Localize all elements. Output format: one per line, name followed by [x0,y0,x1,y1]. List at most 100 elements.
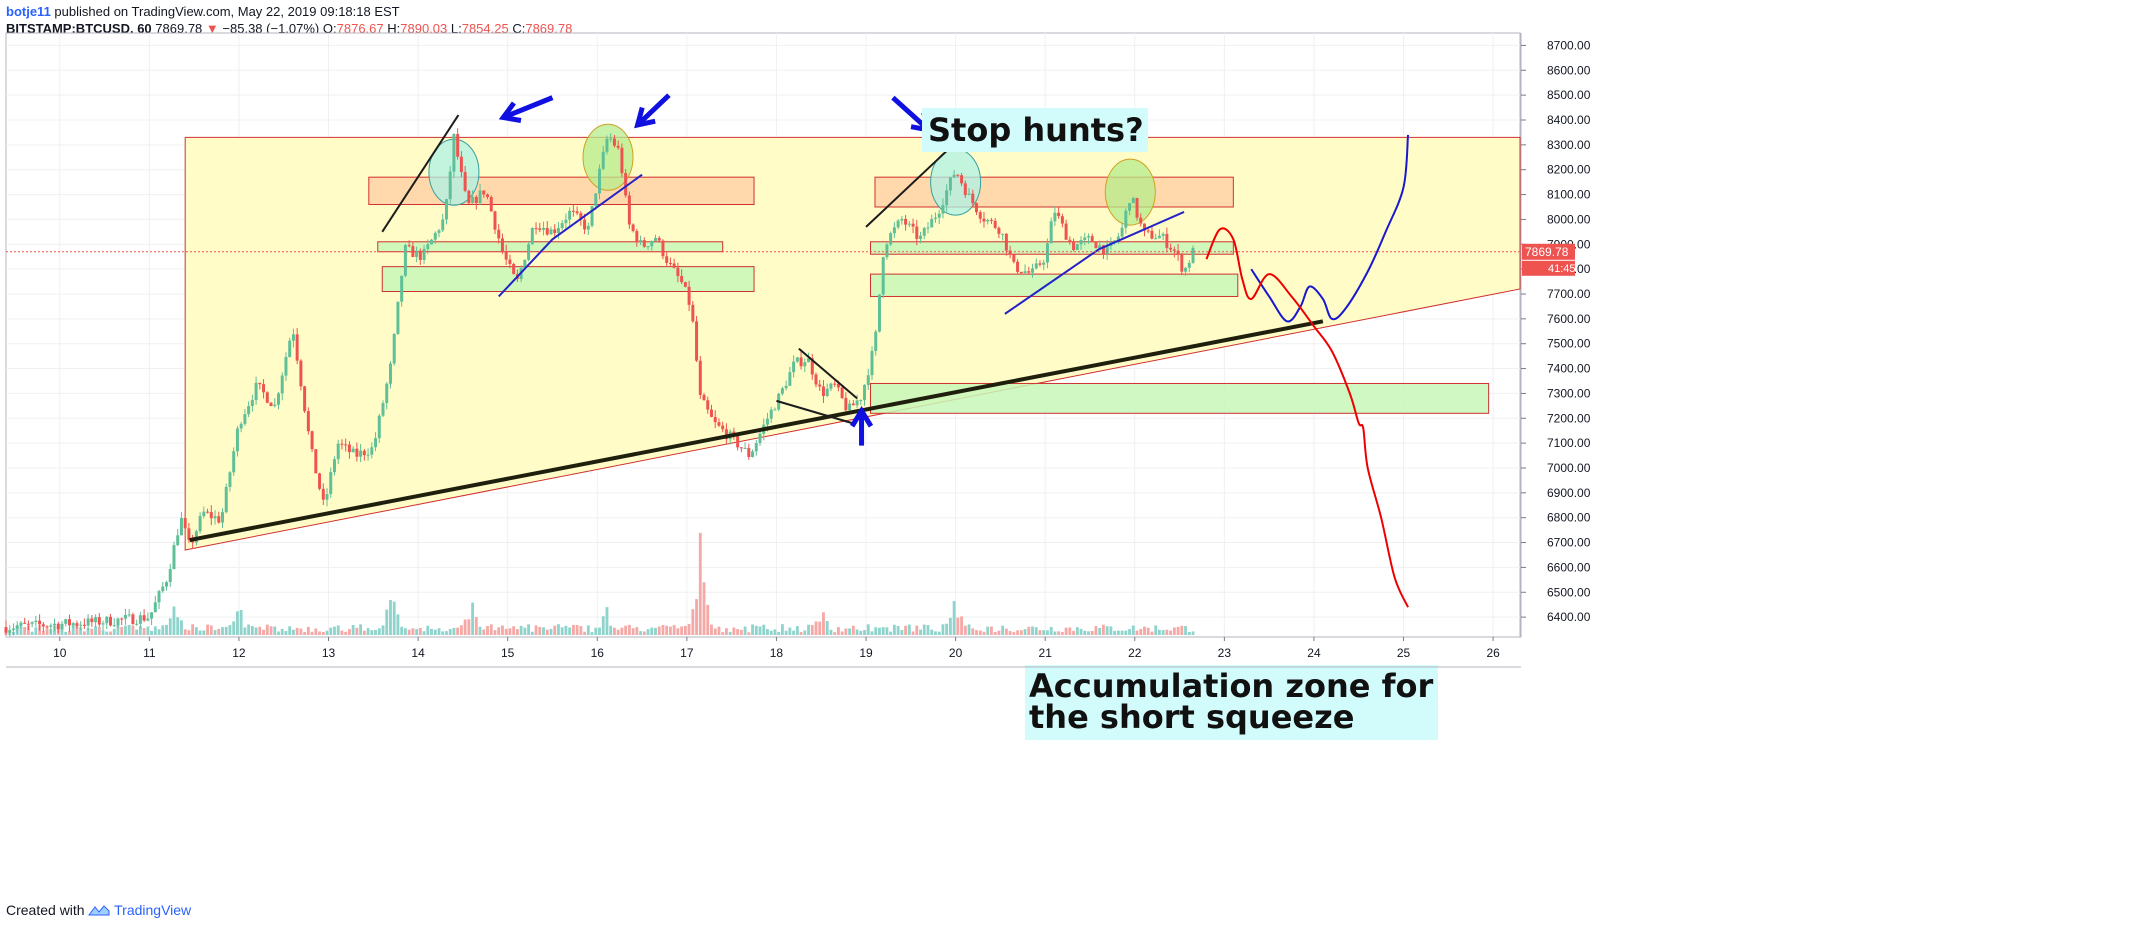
candle-body [982,218,986,222]
volume-bar [863,630,866,635]
volume-bar [176,617,180,635]
candle-body [288,340,292,357]
candle-body [1124,210,1128,228]
y-tick-label: 8600.00 [1547,63,1591,77]
volume-bar [975,630,978,635]
candle-body [937,213,941,218]
candle-body [844,397,848,411]
candle-body [792,361,796,373]
volume-bar [836,627,840,635]
y-tick-label: 7500.00 [1547,337,1591,351]
volume-bar [90,628,94,635]
volume-bar [1042,630,1046,635]
black-trendline [798,347,858,400]
volume-bar [1031,626,1034,635]
high-label: H: [387,21,401,36]
candle-body [1064,223,1068,240]
candle-body [1128,203,1132,211]
candle-body [821,386,825,397]
volume-bar [489,624,493,635]
volume-bar [545,629,549,635]
candle-body [568,210,572,220]
volume-bar [452,627,456,635]
candle-body [478,190,482,204]
volume-bar [594,627,598,635]
volume-bar [1154,625,1158,635]
volume-bar [26,625,30,635]
volume-bar [948,617,952,635]
candle-body [254,382,258,401]
volume-bar [34,627,38,635]
volume-bar [183,629,187,635]
candle-body [1184,267,1188,272]
candle-body [810,358,814,375]
candle-body [691,304,695,322]
candle-body [396,301,400,334]
candle-body [94,617,98,623]
volume-bar [982,631,986,635]
volume-bar [1038,630,1042,635]
author-link[interactable]: botje11 [6,4,51,19]
candle-body [243,414,247,424]
volume-bar [23,626,27,635]
y-tick-label: 8000.00 [1547,212,1591,226]
volume-bar [157,629,161,635]
candle-body [26,623,30,625]
candle-body [71,623,75,626]
candle-body [497,229,501,239]
candle-body [45,626,49,628]
volume-bar [695,599,698,635]
y-tick-label: 6500.00 [1547,585,1591,599]
candle-body [1004,233,1008,251]
candle-body [1139,217,1143,224]
candle-body [896,220,900,228]
volume-bar [441,631,445,635]
candle-body [1150,230,1154,239]
volume-bar [1139,628,1143,635]
volume-bar [646,629,650,635]
tradingview-link[interactable]: TradingView [114,902,192,918]
volume-bar [1143,626,1146,635]
volume-bar [601,616,605,635]
candle-body [859,399,863,401]
price-axis-bg [1521,33,2137,637]
candle-body [1165,233,1169,248]
candle-body [930,218,934,228]
volume-bar [224,626,228,635]
volume-bar [142,628,146,635]
volume-bar [788,627,792,635]
volume-bar [642,631,646,635]
x-tick-label: 18 [770,646,784,660]
black-trendline [776,399,853,425]
volume-bar [889,631,893,635]
candle-body [833,383,837,385]
support-zone [870,273,1239,297]
volume-bar [583,631,586,635]
candle-body [1172,249,1176,251]
candle-body [583,219,587,230]
volume-bar [250,625,254,635]
volume-bar [310,631,314,635]
volume-bar [422,631,426,635]
volume-bar [1191,631,1195,635]
candle-body [109,616,113,626]
last-price: 7869.78 [155,21,203,36]
volume-bar [818,621,822,635]
symbol-label[interactable]: BITSTAMP:BTCUSD, 60 [6,21,152,36]
volume-bar [878,627,881,635]
resistance-zone [874,176,1234,208]
x-tick-label: 26 [1486,646,1500,660]
volume-bar [198,630,202,635]
open-label: O: [322,21,337,36]
candle-body [807,358,811,363]
candle-body [1049,221,1053,244]
candle-body [138,615,142,624]
volume-bar [71,625,75,635]
volume-bar [456,627,460,635]
volume-bar [165,624,168,635]
volume-bar [721,632,725,635]
candle-body [1012,254,1016,262]
candle-body [530,228,534,245]
volume-bar [362,630,366,635]
